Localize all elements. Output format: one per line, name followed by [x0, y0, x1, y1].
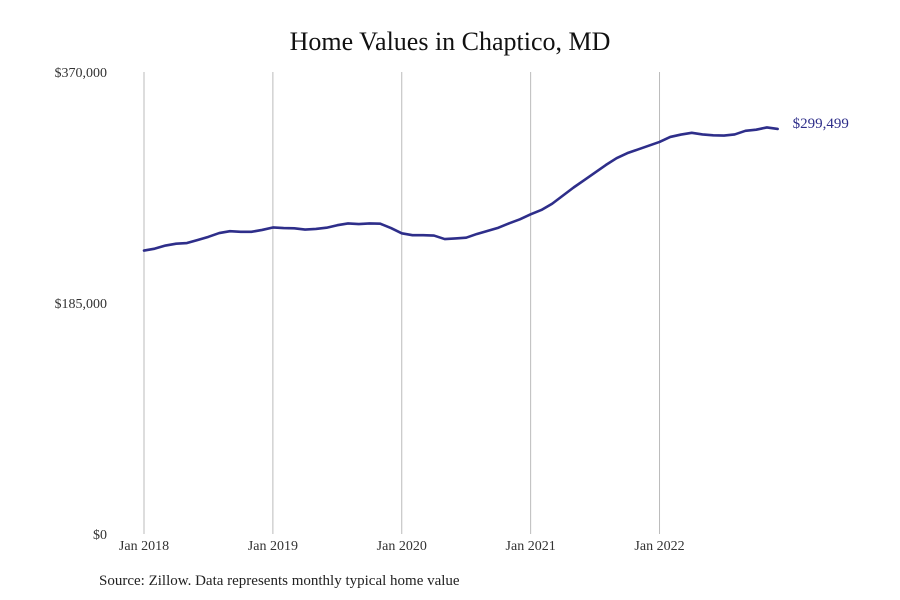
- x-tick-label: Jan 2022: [634, 539, 684, 554]
- x-tick-label: Jan 2021: [506, 539, 556, 554]
- y-tick-label: $185,000: [55, 297, 108, 312]
- chart-title: Home Values in Chaptico, MD: [289, 27, 611, 56]
- y-tick-label: $0: [93, 528, 107, 543]
- series-line: [142, 126, 779, 252]
- x-tick-label: Jan 2019: [248, 539, 298, 554]
- y-tick-label: $370,000: [55, 66, 108, 81]
- end-value-label: $299,499: [793, 116, 849, 132]
- source-note: Source: Zillow. Data represents monthly …: [99, 573, 460, 589]
- x-tick-label: Jan 2018: [119, 539, 169, 554]
- x-tick-label: Jan 2020: [377, 539, 427, 554]
